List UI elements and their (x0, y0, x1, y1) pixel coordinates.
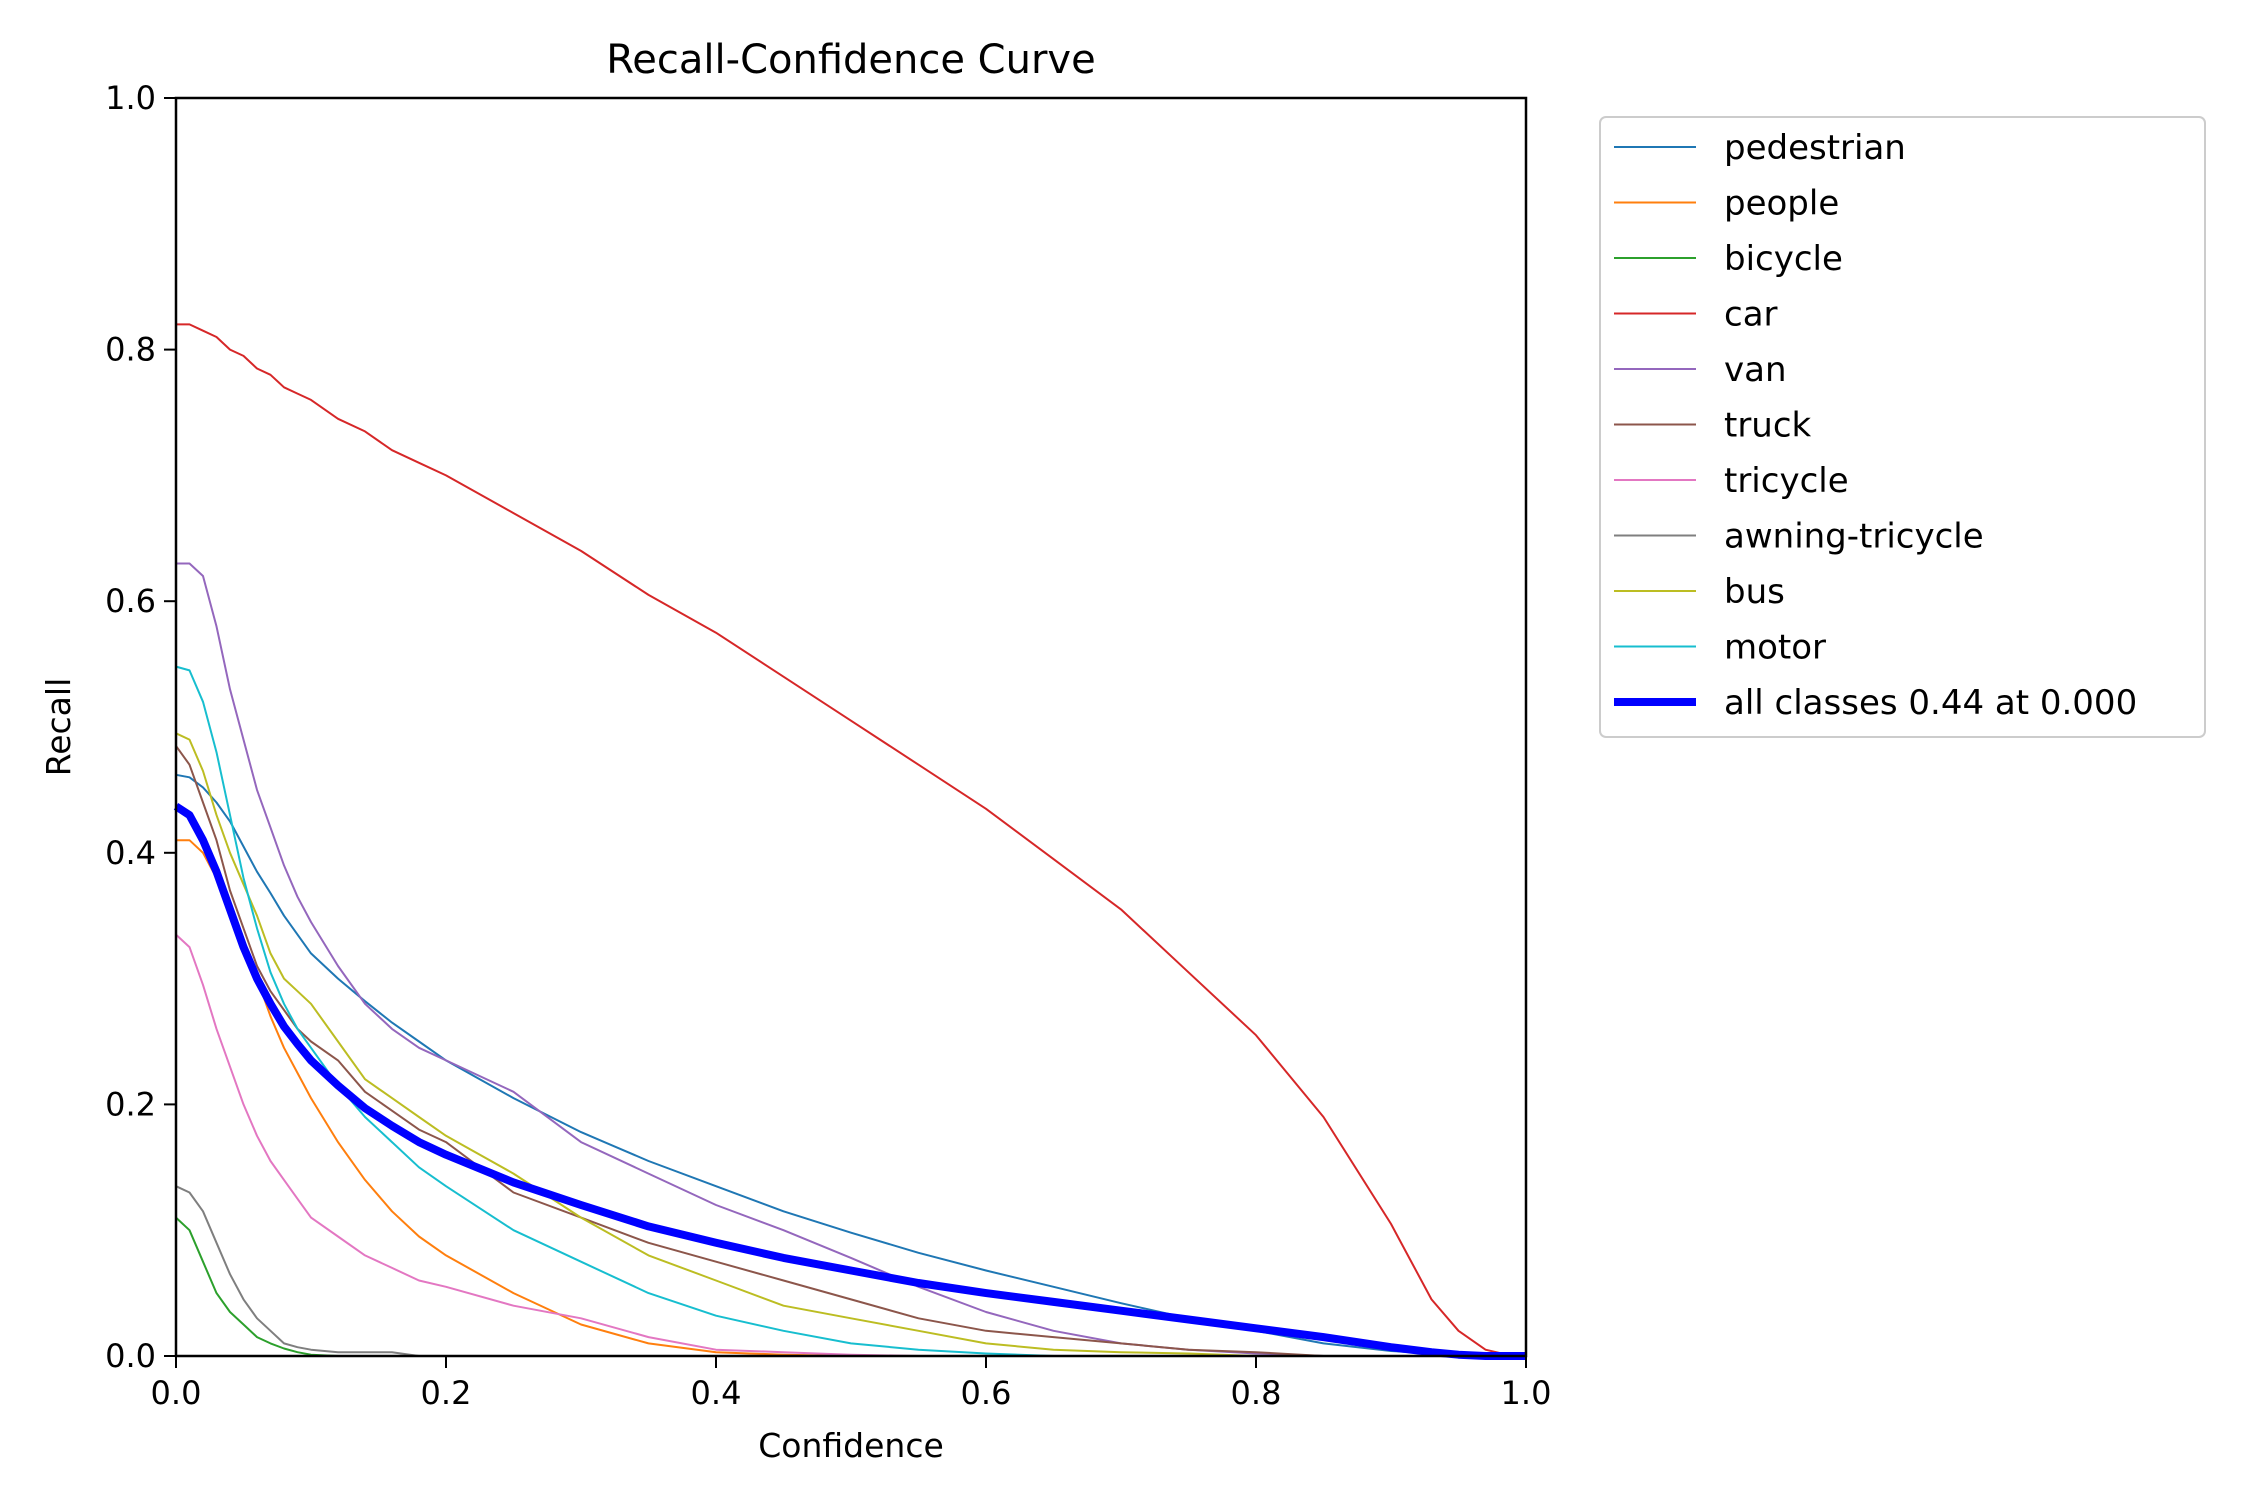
legend-item: tricycle (1614, 461, 1849, 501)
legend-item: van (1614, 350, 1787, 390)
x-tick-label: 1.0 (1501, 1374, 1552, 1412)
legend-label: bicycle (1724, 239, 1843, 279)
legend-label: people (1724, 184, 1839, 224)
legend-label: bus (1724, 572, 1785, 612)
legend-item: car (1614, 295, 1778, 335)
y-tick-label: 0.6 (105, 582, 156, 620)
legend-label: car (1724, 295, 1778, 335)
x-tick-label: 0.8 (1231, 1374, 1282, 1412)
legend-item: motor (1614, 628, 1826, 668)
legend-item: truck (1614, 406, 1812, 446)
series-line-people (176, 839, 1526, 1357)
chart-title: Recall-Confidence Curve (606, 37, 1095, 83)
x-tick-label: 0.0 (151, 1374, 202, 1412)
y-tick-label: 1.0 (105, 79, 156, 117)
legend-label: motor (1724, 628, 1826, 668)
legend-item: pedestrian (1614, 128, 1906, 168)
legend-frame (1599, 116, 2206, 738)
legend: pedestrian people bicycle car van truck tricyc… (1599, 116, 2206, 738)
x-tick-label: 0.6 (961, 1374, 1012, 1412)
legend-label: van (1724, 350, 1787, 390)
legend-label: awning-tricycle (1724, 517, 1984, 557)
legend-label: pedestrian (1724, 128, 1906, 168)
legend-item: awning-tricycle (1614, 517, 1984, 557)
y-tick-label: 0.4 (105, 834, 156, 872)
plot-frame (174, 96, 1528, 1358)
x-axis: 0.0 0.2 0.4 0.6 0.8 1.0 (151, 1356, 1552, 1412)
x-tick-label: 0.4 (691, 1374, 742, 1412)
y-tick-label: 0.8 (105, 331, 156, 369)
series-line-truck (175, 745, 1526, 1357)
legend-label: tricycle (1724, 461, 1849, 501)
series-line-pedestrian (175, 773, 1526, 1357)
series-layer (173, 323, 1526, 1360)
series-line-tricycle (175, 933, 1526, 1357)
y-tick-label: 0.0 (105, 1337, 156, 1375)
legend-item: people (1614, 184, 1839, 224)
series-line-all-classes-0-44-at-0-000 (173, 802, 1526, 1360)
x-tick-label: 0.2 (421, 1374, 472, 1412)
legend-item: all classes 0.44 at 0.000 (1614, 683, 2137, 723)
legend-label: truck (1724, 406, 1812, 446)
legend-item: bicycle (1614, 239, 1843, 279)
x-axis-label: Confidence (758, 1426, 944, 1465)
legend-item: bus (1614, 572, 1785, 612)
legend-label: all classes 0.44 at 0.000 (1724, 683, 2137, 723)
series-line-car (176, 323, 1526, 1357)
y-axis-label: Recall (39, 678, 78, 776)
y-axis: 0.0 0.2 0.4 0.6 0.8 1.0 (105, 79, 176, 1375)
series-line-van (176, 562, 1526, 1357)
y-tick-label: 0.2 (105, 1085, 156, 1123)
